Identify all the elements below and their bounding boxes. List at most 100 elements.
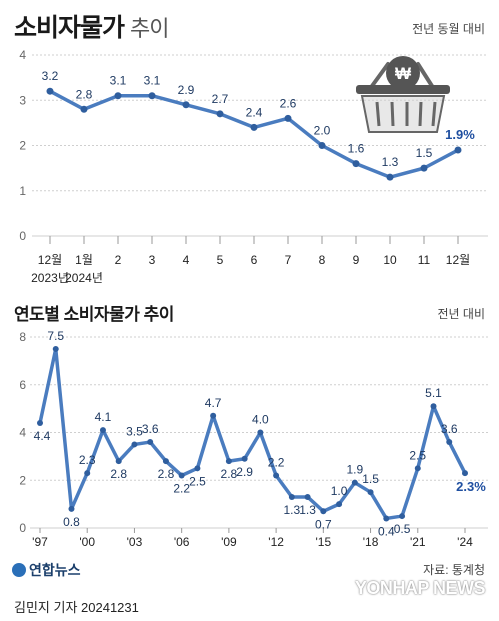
yonhap-logo-icon [12, 563, 26, 577]
source-label: 자료: 통계청 [423, 563, 485, 577]
chart1-point [46, 87, 54, 95]
chart2-unit-label: 전년 대비 [437, 307, 486, 321]
chart1-xtick-label: 2 [115, 253, 122, 267]
chart2-data-label: 1.0 [331, 484, 348, 498]
chart1-xtick-label: 4 [183, 253, 190, 267]
chart2-data-label: 0.4 [378, 524, 395, 538]
chart2-xtick-label: '00 [79, 535, 95, 549]
chart2-data-label: 4.0 [252, 413, 269, 427]
chart1-data-label: 1.5 [416, 146, 433, 160]
chart2-point [462, 470, 468, 477]
chart2-data-label: 0.7 [315, 517, 332, 531]
chart2-yearly-cpi: 0 2 4 6 8 '97 '00 '03 '06 '09 '12 '15 '18 '21 '24 4.4 7.… [19, 329, 488, 549]
chart2-point [336, 501, 343, 508]
chart1-point [284, 114, 292, 122]
chart2-data-label: 2.3 [79, 453, 96, 467]
chart1-data-label: 2.9 [178, 83, 195, 97]
chart2-ytick-label: 4 [19, 426, 26, 440]
chart1-xtick-label: 11 [418, 253, 431, 267]
chart1-ytick-label: 0 [19, 229, 26, 243]
chart2-point [52, 345, 59, 352]
chart2-xtick-label: '21 [410, 535, 426, 549]
chart2-data-label: 0.8 [63, 515, 80, 529]
chart2-xtick-label: '15 [316, 535, 332, 549]
chart2-point [383, 515, 390, 522]
chart1-ytick-label: 4 [19, 48, 26, 62]
chart1-point [182, 101, 190, 109]
title-main-text: 소비자물가 [14, 14, 125, 42]
chart2-point [115, 458, 122, 465]
chart2-data-label: 2.2 [268, 455, 285, 469]
chart1-xtick-sublabel: 2023년 [31, 271, 69, 285]
chart2-data-label: 0.5 [394, 522, 411, 536]
chart2-data-label: 4.7 [205, 396, 222, 410]
chart2-data-label: 1.3 [284, 503, 301, 517]
chart2-title: 연도별 소비자물가 추이 [14, 305, 174, 324]
chart1-xtick-label: 6 [251, 253, 258, 267]
chart2-point [131, 441, 138, 448]
chart2-xtick-label: '06 [174, 535, 190, 549]
chart1-data-label: 1.3 [382, 155, 399, 169]
chart2-point [414, 465, 421, 472]
chart2-data-label: 4.4 [34, 429, 51, 443]
chart2-data-label: 3.6 [142, 422, 159, 436]
chart2-point [320, 508, 327, 515]
chart1-point [386, 173, 394, 181]
shopping-basket-won-icon: ₩ [356, 56, 450, 133]
chart1-data-label: 3.2 [42, 69, 59, 83]
chart2-data-label: 3.6 [441, 422, 458, 436]
chart1-xtick-label: 12월 [446, 253, 470, 267]
byline: 김민지 기자 20241231 [14, 600, 139, 615]
chart1-point [318, 142, 326, 149]
chart2-point [68, 505, 75, 512]
chart1-point [420, 164, 428, 172]
chart2-data-label: 2.8 [221, 467, 238, 481]
yonhap-logo: 연합뉴스 [12, 560, 81, 580]
chart1-data-label: 1.6 [348, 142, 365, 156]
chart1-monthly-cpi: 0 1 2 3 4 12월 2023년 1월 2024년 2 3 4 5 6 7 8 9 10 11 12월 3.2 2.… [19, 48, 488, 285]
chart2-data-label: 3.5 [126, 424, 143, 438]
chart2-point [210, 412, 217, 419]
chart2-ytick-label: 0 [19, 521, 26, 535]
chart2-ytick-label: 2 [19, 473, 26, 487]
chart1-ytick-label: 1 [19, 184, 26, 198]
chart1-data-label: 3.1 [110, 74, 127, 88]
chart1-data-label: 1.9% [445, 127, 475, 142]
chart2-xtick-label: '12 [268, 535, 284, 549]
chart1-data-label: 2.8 [76, 87, 93, 101]
chart1-point [454, 146, 462, 154]
chart2-point [399, 513, 406, 520]
chart2-point [367, 489, 374, 496]
chart2-xtick-label: '03 [127, 535, 143, 549]
chart1-xtick-label: 12월 [38, 253, 62, 267]
chart2-data-label: 2.8 [158, 467, 175, 481]
chart1-xtick-label: 5 [217, 253, 224, 267]
chart2-point [273, 472, 280, 479]
chart2-point [288, 493, 295, 500]
chart2-data-label: 2.3% [456, 479, 486, 494]
chart1-point [80, 105, 88, 113]
watermark: YONHAP NEWS [354, 578, 486, 598]
chart2-point [99, 427, 106, 434]
chart2-point [225, 458, 232, 465]
chart2-ytick-label: 6 [19, 378, 26, 392]
chart2-point [430, 403, 437, 410]
chart2-xtick-label: '18 [363, 535, 379, 549]
chart1-xtick-label: 10 [383, 253, 397, 267]
chart2-ytick-label: 8 [19, 330, 26, 344]
chart2-point [37, 419, 43, 426]
chart1-data-label: 3.1 [144, 74, 161, 88]
chart2-point [84, 470, 91, 477]
chart2-xtick-label: '09 [221, 535, 237, 549]
chart2-data-label: 1.5 [362, 472, 379, 486]
chart1-data-label: 2.4 [246, 105, 263, 119]
chart2-xtick-label: '24 [457, 535, 473, 549]
chart2-data-label: 2.9 [236, 465, 253, 479]
chart2-point [194, 465, 201, 472]
chart1-point [250, 123, 258, 131]
chart2-xtick-label: '97 [32, 535, 48, 549]
chart2-point [241, 455, 248, 462]
svg-text:₩: ₩ [395, 64, 412, 83]
chart2-point [147, 439, 154, 446]
